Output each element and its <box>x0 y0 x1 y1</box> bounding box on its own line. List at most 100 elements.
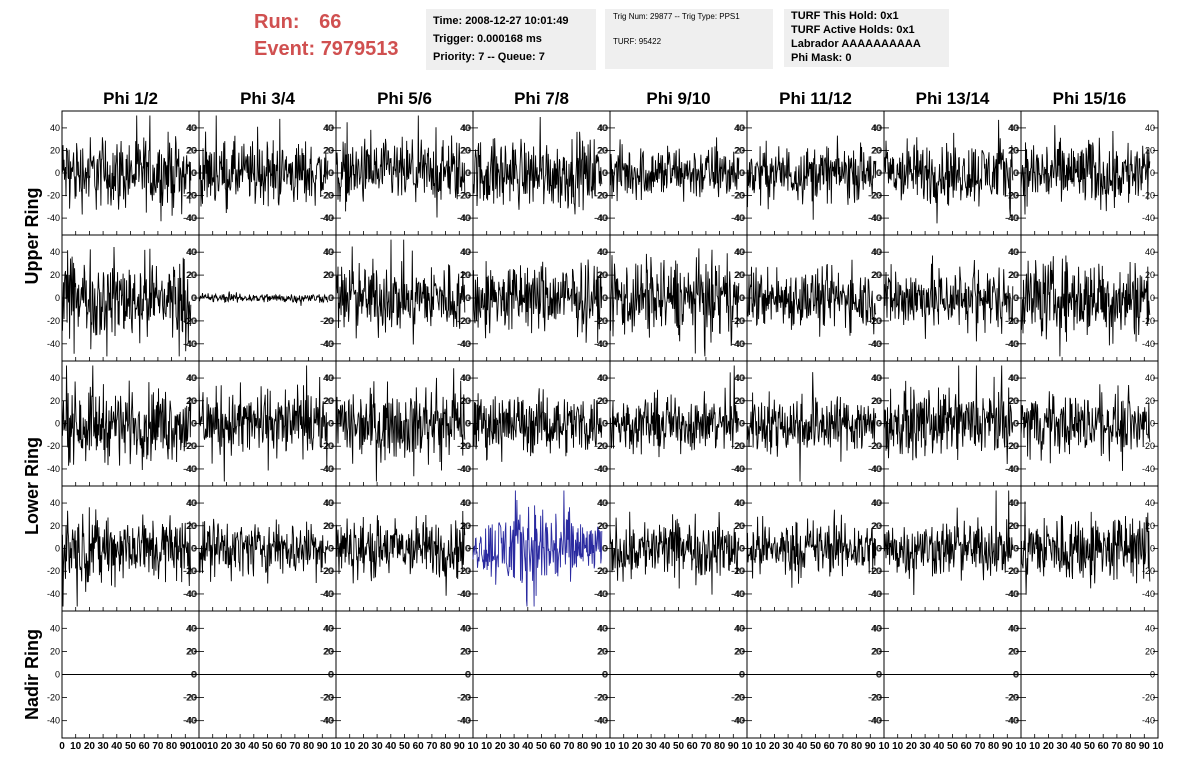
y-tick-label: 20 <box>324 521 334 531</box>
y-tick-label: 20 <box>1008 396 1018 406</box>
waveform-trace <box>1020 255 1151 357</box>
y-tick-label: -20 <box>869 191 882 201</box>
y-tick-label: 40 <box>1009 498 1019 508</box>
y-tick-label: 40 <box>734 123 744 133</box>
x-tick-label: 80 <box>166 741 178 752</box>
x-tick-label: 10 <box>878 741 890 752</box>
x-tick-label: 100 <box>191 741 208 752</box>
y-tick-label: 0 <box>1013 293 1018 303</box>
y-tick-label: 40 <box>187 123 197 133</box>
y-tick-label: -40 <box>184 213 197 223</box>
y-tick-label: 0 <box>192 293 197 303</box>
y-tick-label: 40 <box>50 123 60 133</box>
y-tick-label: 0 <box>191 544 196 554</box>
y-tick-label: -20 <box>731 693 744 703</box>
y-tick-label: 40 <box>872 498 882 508</box>
y-tick-label: 0 <box>602 419 607 429</box>
y-tick-label: -40 <box>732 339 745 349</box>
waveform-trace <box>746 259 877 337</box>
x-tick-label: 10 <box>1152 741 1164 752</box>
y-tick-label: 20 <box>734 396 744 406</box>
y-tick-label: 20 <box>50 270 60 280</box>
trig-info-box: Trig Num: 29877 -- Trig Type: PPS1 TURF:… <box>605 9 773 69</box>
y-tick-label: 40 <box>734 498 744 508</box>
x-tick-label: 0 <box>59 741 65 752</box>
y-tick-label: 20 <box>187 270 197 280</box>
run-label: Run: <box>254 11 300 33</box>
ring-label: Nadir Ring <box>22 629 42 720</box>
y-tick-label: -40 <box>320 339 333 349</box>
x-tick-label: 20 <box>769 741 781 752</box>
y-tick-label: -20 <box>1142 191 1155 201</box>
y-tick-label: 0 <box>191 168 196 178</box>
y-tick-label: 0 <box>877 670 882 680</box>
y-tick-label: -40 <box>1005 589 1018 599</box>
x-tick-label: 10 <box>70 741 82 752</box>
y-tick-label: 20 <box>1009 270 1019 280</box>
y-tick-label: -40 <box>47 589 60 599</box>
y-tick-label: -20 <box>868 191 881 201</box>
y-tick-label: 40 <box>872 123 882 133</box>
y-tick-label: 20 <box>871 521 881 531</box>
y-tick-label: -20 <box>1142 441 1155 451</box>
x-tick-label: 10 <box>604 741 616 752</box>
y-tick-label: 40 <box>1008 373 1018 383</box>
y-tick-label: -40 <box>731 213 744 223</box>
time-line: Time: 2008-12-27 10:01:49 <box>433 15 569 27</box>
y-tick-label: -20 <box>1006 441 1019 451</box>
y-tick-label: -20 <box>869 693 882 703</box>
y-tick-label: -20 <box>732 316 745 326</box>
y-tick-label: -20 <box>731 191 744 201</box>
y-tick-label: -40 <box>320 213 333 223</box>
y-tick-label: 40 <box>186 498 196 508</box>
column-title: Phi 5/6 <box>377 89 432 108</box>
y-tick-label: -40 <box>184 339 197 349</box>
y-tick-label: 0 <box>328 419 333 429</box>
y-tick-label: 40 <box>187 247 197 257</box>
y-tick-label: 20 <box>324 145 334 155</box>
x-tick-label: 90 <box>865 741 877 752</box>
y-tick-label: -20 <box>1006 316 1019 326</box>
y-tick-label: 40 <box>186 247 196 257</box>
y-tick-label: -40 <box>184 464 197 474</box>
x-tick-label: 40 <box>933 741 945 752</box>
waveform-trace <box>746 509 877 588</box>
x-tick-label: 50 <box>399 741 411 752</box>
waveform-trace <box>472 490 603 607</box>
y-tick-label: 40 <box>735 623 745 633</box>
y-tick-label: -20 <box>869 441 882 451</box>
y-tick-label: 40 <box>187 623 197 633</box>
y-tick-label: -40 <box>595 464 608 474</box>
y-tick-label: 0 <box>55 544 60 554</box>
y-tick-label: 20 <box>1145 396 1155 406</box>
waveform-trace <box>746 372 877 482</box>
y-tick-label: 0 <box>1014 419 1019 429</box>
y-tick-label: 20 <box>461 396 471 406</box>
y-tick-label: -20 <box>594 693 607 703</box>
y-tick-label: 20 <box>1008 145 1018 155</box>
x-tick-label: 60 <box>413 741 425 752</box>
waveform-trace <box>609 248 740 357</box>
y-tick-label: 0 <box>603 293 608 303</box>
y-tick-label: 40 <box>734 247 744 257</box>
y-tick-label: 0 <box>192 544 197 554</box>
y-tick-label: 20 <box>187 145 197 155</box>
y-tick-label: 40 <box>872 623 882 633</box>
y-tick-label: 40 <box>597 498 607 508</box>
x-tick-label: 40 <box>659 741 671 752</box>
y-tick-label: -40 <box>1005 213 1018 223</box>
y-tick-label: 40 <box>460 123 470 133</box>
y-tick-label: 40 <box>50 247 60 257</box>
x-tick-label: 90 <box>1139 741 1151 752</box>
y-tick-label: -20 <box>184 316 197 326</box>
y-tick-label: 20 <box>1008 270 1018 280</box>
y-tick-label: 0 <box>602 293 607 303</box>
y-tick-label: -20 <box>458 191 471 201</box>
y-tick-label: 40 <box>50 498 60 508</box>
y-tick-label: 20 <box>186 646 196 656</box>
y-tick-label: -40 <box>1006 464 1019 474</box>
y-tick-label: 40 <box>871 247 881 257</box>
waveform-trace <box>609 511 740 595</box>
y-tick-label: 0 <box>739 544 744 554</box>
y-tick-label: -20 <box>47 191 60 201</box>
